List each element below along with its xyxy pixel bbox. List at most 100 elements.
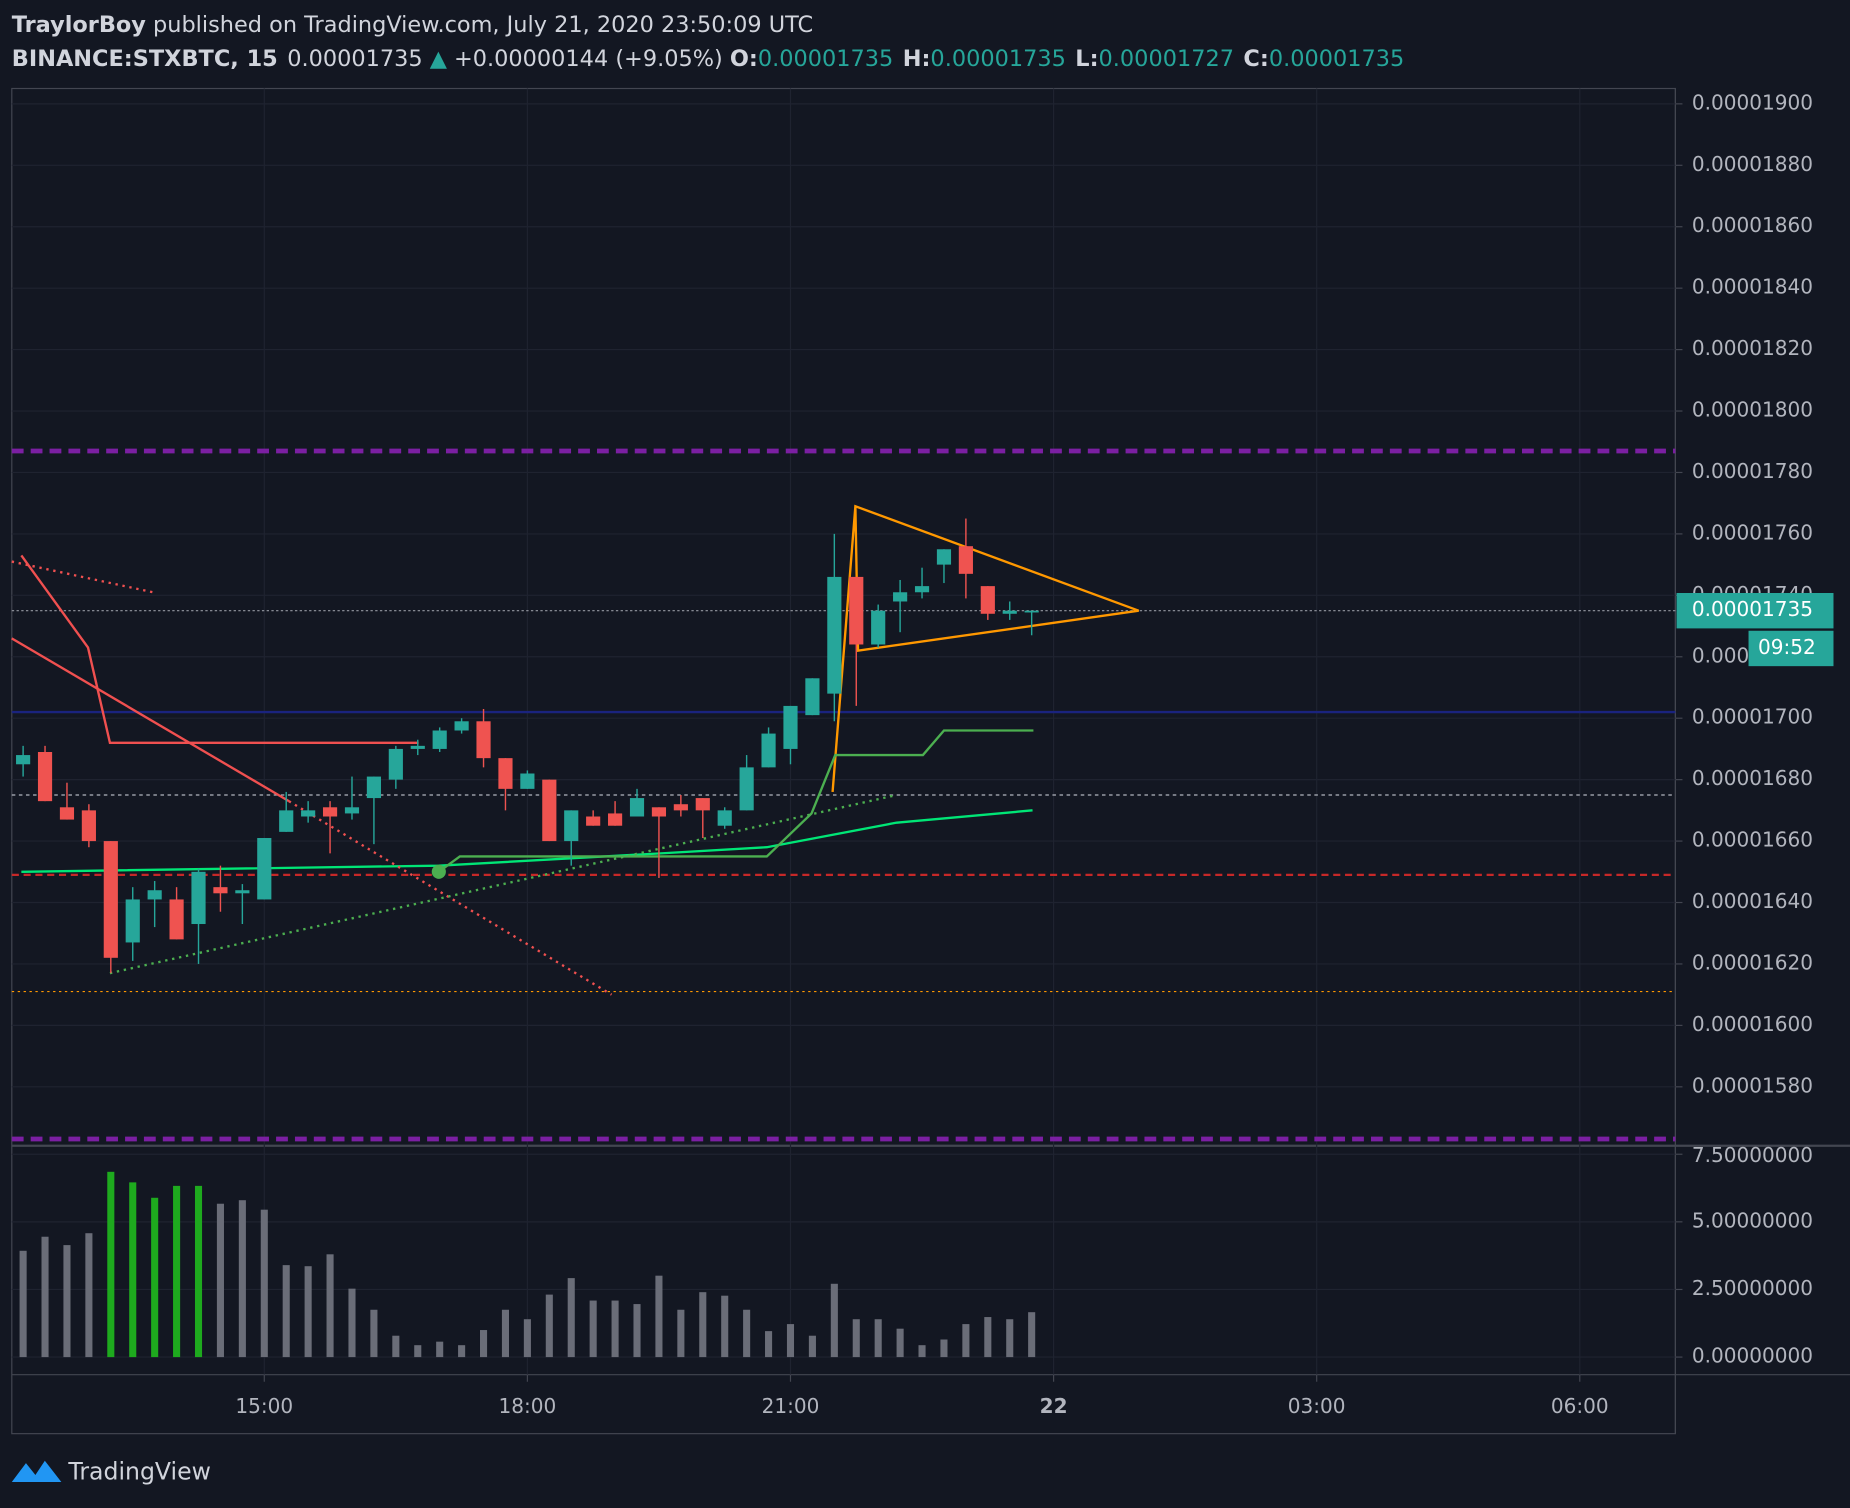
header-line-1: TraylorBoy published on TradingView.com,… <box>12 12 813 38</box>
candle-body <box>805 678 820 716</box>
brand: TradingView <box>67 1458 210 1486</box>
volume-bar <box>589 1300 597 1358</box>
y-tick-label: 0.00001700 <box>1692 705 1813 729</box>
drawing-line <box>21 809 1033 873</box>
volume-bar <box>129 1182 137 1358</box>
candle-body <box>476 721 491 759</box>
candle-body <box>1002 610 1017 614</box>
volume-bar <box>1028 1312 1036 1358</box>
candle-body <box>147 890 162 900</box>
volume-bar <box>611 1300 619 1358</box>
candle-body <box>235 890 250 894</box>
candle-body <box>103 841 118 958</box>
candle-body <box>520 773 535 789</box>
h-value: 0.00001735 <box>930 46 1065 72</box>
x-tick-label: 18:00 <box>498 1394 556 1418</box>
volume-bar <box>523 1319 531 1358</box>
volume-bar <box>808 1335 816 1358</box>
candle-body <box>783 705 798 749</box>
y-tick-label: 0.00001660 <box>1692 828 1813 852</box>
candle-body <box>761 733 776 768</box>
volume-bar <box>721 1295 729 1358</box>
volume-bar <box>216 1203 224 1358</box>
volume-bar <box>85 1233 93 1358</box>
header-line-2: BINANCE:STXBTC, 15 0.00001735 ▲ +0.00000144… <box>12 46 1404 72</box>
candle-body <box>16 755 31 765</box>
candle-body <box>608 813 623 826</box>
candle-body <box>498 758 513 789</box>
volume-bar <box>567 1278 575 1358</box>
candle-body <box>257 838 272 900</box>
candle-body <box>914 586 930 593</box>
y2-tick-label: 5.00000000 <box>1692 1208 1813 1232</box>
candle-body <box>1024 610 1039 613</box>
candle-body <box>871 610 886 645</box>
last: 0.00001735 <box>287 46 422 72</box>
candle-body <box>739 767 754 811</box>
volume-bar <box>41 1236 49 1358</box>
candle-body <box>849 576 864 645</box>
volume-bar <box>19 1250 27 1358</box>
volume-bar <box>743 1309 751 1358</box>
l-value: 0.00001727 <box>1099 46 1234 72</box>
x-tick-label: 21:00 <box>762 1394 820 1418</box>
c-value: 0.00001735 <box>1269 46 1404 72</box>
volume-bar <box>545 1294 553 1358</box>
volume-bar <box>918 1345 926 1358</box>
y-tick-label: 0.00001800 <box>1692 398 1813 422</box>
candle-body <box>454 721 469 731</box>
last-price-box <box>1676 592 1834 629</box>
candle-body <box>81 810 96 842</box>
candle-body <box>410 745 425 749</box>
y-tick-label: 0.00001840 <box>1692 275 1813 299</box>
candle-body <box>279 810 294 832</box>
y-tick-label: 0.00001860 <box>1692 213 1813 237</box>
y-tick-label: 0.00001820 <box>1692 336 1813 360</box>
published: published on TradingView.com, July 21, 2… <box>146 12 813 38</box>
candle-body <box>366 776 381 799</box>
volume-bar <box>852 1319 860 1358</box>
volume-bar <box>370 1309 378 1358</box>
candle-body <box>980 586 995 614</box>
candle-body <box>893 592 908 602</box>
o-value: 0.00001735 <box>758 46 893 72</box>
y-tick-label: 0.00001880 <box>1692 152 1813 176</box>
y-tick-label: 0.00001620 <box>1692 950 1813 974</box>
y2-tick-label: 7.50000000 <box>1692 1143 1813 1167</box>
candle-body <box>629 798 645 817</box>
candle-body <box>651 807 667 817</box>
change: +0.00000144 (+9.05%) <box>454 46 723 72</box>
drawing-line <box>11 560 154 594</box>
c-label: C: <box>1243 46 1268 72</box>
volume-bar <box>173 1185 181 1358</box>
volume-bar <box>194 1185 203 1358</box>
volume-bar <box>633 1304 641 1358</box>
signal-dot <box>431 864 446 879</box>
volume-bar <box>896 1328 904 1358</box>
volume-bar <box>238 1200 246 1358</box>
volume-bar <box>1006 1319 1014 1358</box>
candle-body <box>322 807 338 817</box>
y-tick-label: 0.00001680 <box>1692 766 1813 790</box>
candle-body <box>564 810 579 842</box>
arrow: ▲ <box>430 46 448 72</box>
countdown-label: 09:52 <box>1758 635 1816 659</box>
volume-bar <box>962 1324 970 1358</box>
x-tick-label: 06:00 <box>1551 1394 1609 1418</box>
volume-bar <box>699 1292 707 1358</box>
y-tick-label: 0.00001780 <box>1692 459 1813 483</box>
y-tick-label: 0.00001600 <box>1692 1012 1813 1036</box>
volume-bar <box>348 1288 356 1358</box>
x-tick-label: 22 <box>1040 1394 1068 1418</box>
volume-bar <box>282 1265 290 1358</box>
candle-body <box>125 899 140 943</box>
candle-body <box>432 730 447 749</box>
volume-bar <box>677 1309 685 1358</box>
volume-bar <box>436 1341 444 1358</box>
volume-bar <box>260 1209 268 1358</box>
x-tick-label: 03:00 <box>1288 1394 1346 1418</box>
volume-bar <box>304 1266 312 1358</box>
h-label: H: <box>903 46 931 72</box>
candle-body <box>301 810 316 817</box>
